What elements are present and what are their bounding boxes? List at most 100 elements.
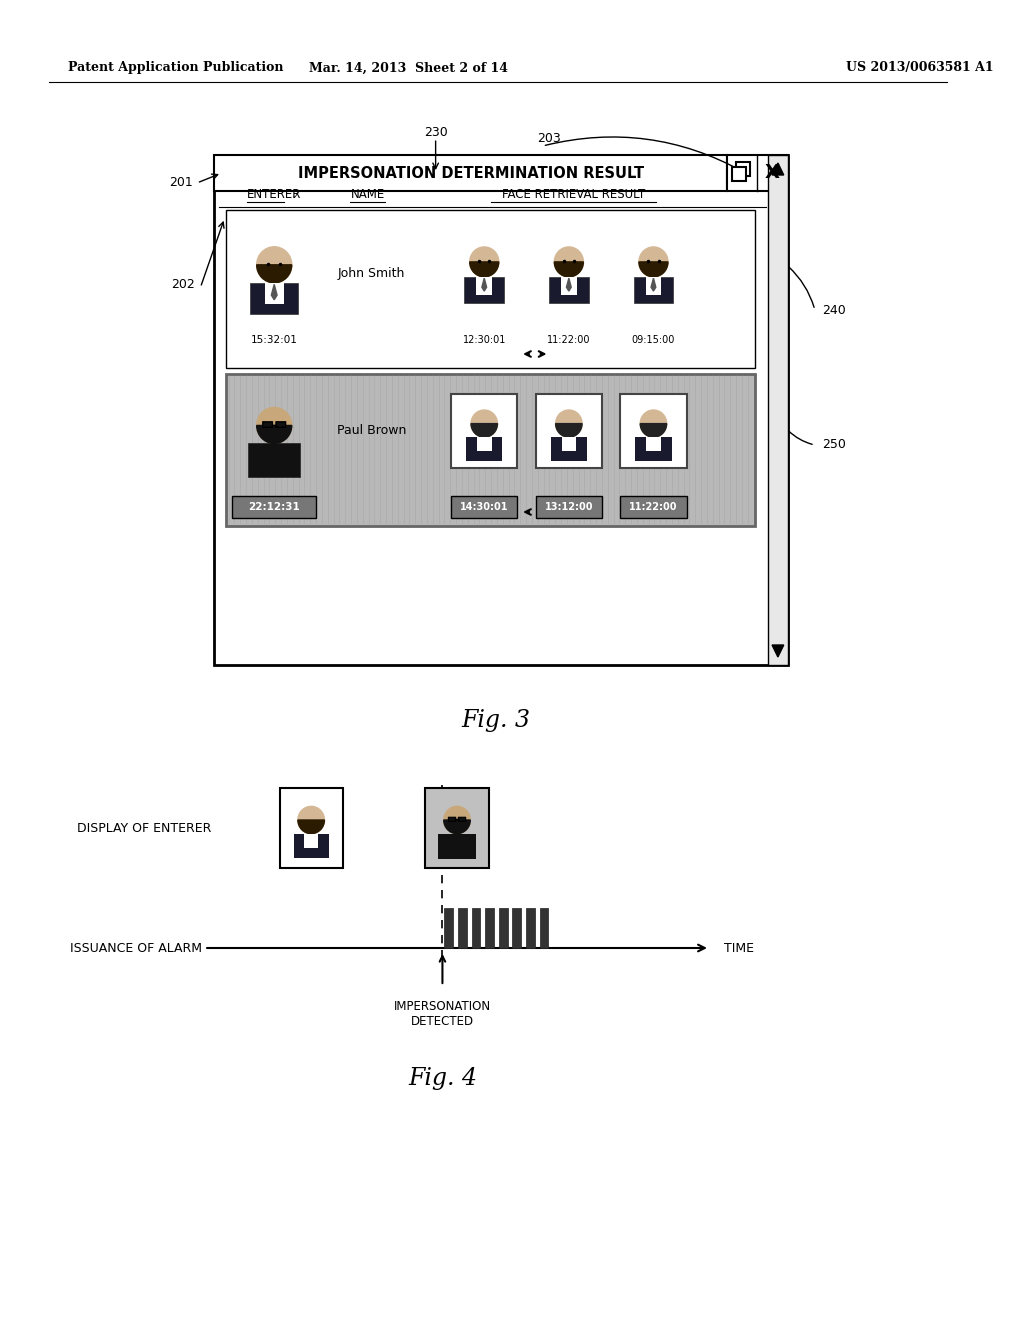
Text: 09:15:00: 09:15:00 (632, 335, 675, 345)
FancyBboxPatch shape (499, 908, 508, 948)
Circle shape (298, 807, 325, 834)
Text: 12:30:01: 12:30:01 (463, 335, 506, 345)
Circle shape (257, 247, 292, 282)
Wedge shape (298, 820, 325, 834)
Wedge shape (471, 424, 498, 437)
FancyBboxPatch shape (512, 908, 521, 948)
Text: IMPERSONATION
DETECTED: IMPERSONATION DETECTED (394, 1001, 490, 1028)
Circle shape (257, 408, 292, 444)
FancyBboxPatch shape (549, 277, 589, 302)
FancyBboxPatch shape (275, 422, 286, 428)
FancyBboxPatch shape (536, 236, 602, 310)
Text: Mar. 14, 2013  Sheet 2 of 14: Mar. 14, 2013 Sheet 2 of 14 (309, 62, 508, 74)
FancyBboxPatch shape (768, 154, 787, 665)
Text: 14:30:01: 14:30:01 (460, 502, 509, 512)
FancyBboxPatch shape (646, 437, 660, 451)
FancyBboxPatch shape (232, 496, 316, 517)
Text: 250: 250 (821, 438, 846, 451)
Circle shape (556, 411, 582, 437)
FancyBboxPatch shape (294, 834, 329, 858)
Polygon shape (482, 279, 486, 292)
Text: X: X (765, 164, 780, 182)
Wedge shape (554, 261, 584, 277)
FancyBboxPatch shape (472, 908, 480, 948)
Wedge shape (443, 820, 470, 834)
FancyBboxPatch shape (248, 444, 300, 477)
Circle shape (639, 247, 668, 277)
Text: Fig. 4: Fig. 4 (408, 1067, 477, 1089)
FancyBboxPatch shape (476, 277, 493, 294)
FancyBboxPatch shape (526, 908, 535, 948)
Text: 11:22:00: 11:22:00 (629, 502, 678, 512)
FancyBboxPatch shape (551, 437, 587, 461)
FancyBboxPatch shape (263, 422, 272, 428)
FancyBboxPatch shape (458, 908, 467, 948)
Circle shape (554, 247, 584, 277)
FancyBboxPatch shape (561, 277, 577, 294)
FancyBboxPatch shape (444, 908, 454, 948)
FancyBboxPatch shape (465, 277, 504, 302)
Text: 22:12:31: 22:12:31 (249, 502, 300, 512)
FancyBboxPatch shape (449, 817, 456, 821)
FancyBboxPatch shape (645, 277, 662, 294)
FancyBboxPatch shape (452, 236, 517, 310)
FancyBboxPatch shape (477, 437, 492, 451)
Text: 240: 240 (821, 304, 846, 317)
FancyBboxPatch shape (304, 834, 318, 847)
FancyBboxPatch shape (234, 392, 314, 480)
Text: $\checkmark$: $\checkmark$ (292, 190, 300, 201)
Text: 201: 201 (169, 176, 193, 189)
Text: IMPERSONATION DETERMINATION RESULT: IMPERSONATION DETERMINATION RESULT (298, 165, 644, 181)
Circle shape (470, 247, 499, 277)
Text: 11:22:00: 11:22:00 (547, 335, 591, 345)
FancyBboxPatch shape (425, 788, 488, 869)
Text: 202: 202 (171, 279, 195, 292)
Text: John Smith: John Smith (338, 267, 406, 280)
Polygon shape (271, 284, 278, 300)
Text: 230: 230 (424, 127, 447, 140)
Text: FACE RETRIEVAL RESULT: FACE RETRIEVAL RESULT (502, 189, 645, 202)
Text: DISPLAY OF ENTERER: DISPLAY OF ENTERER (77, 821, 211, 834)
FancyBboxPatch shape (438, 834, 476, 859)
Polygon shape (566, 279, 571, 292)
FancyBboxPatch shape (635, 437, 672, 461)
FancyBboxPatch shape (466, 437, 503, 461)
FancyBboxPatch shape (621, 236, 686, 310)
FancyBboxPatch shape (536, 393, 602, 469)
Text: US 2013/0063581 A1: US 2013/0063581 A1 (846, 62, 993, 74)
Wedge shape (556, 424, 582, 437)
FancyBboxPatch shape (459, 817, 466, 821)
FancyBboxPatch shape (732, 168, 745, 181)
Circle shape (640, 411, 667, 437)
Wedge shape (257, 265, 292, 282)
FancyBboxPatch shape (540, 908, 549, 948)
FancyBboxPatch shape (452, 496, 517, 517)
Text: Paul Brown: Paul Brown (337, 425, 407, 437)
Text: Patent Application Publication: Patent Application Publication (68, 62, 284, 74)
FancyBboxPatch shape (280, 788, 343, 869)
Text: 203: 203 (538, 132, 561, 144)
FancyBboxPatch shape (264, 282, 284, 305)
Wedge shape (470, 261, 499, 277)
Wedge shape (640, 424, 667, 437)
FancyBboxPatch shape (225, 210, 755, 368)
FancyBboxPatch shape (234, 234, 314, 322)
FancyBboxPatch shape (621, 393, 686, 469)
Text: 15:32:01: 15:32:01 (251, 335, 298, 345)
Polygon shape (772, 162, 783, 176)
FancyBboxPatch shape (225, 374, 755, 525)
Text: 13:12:00: 13:12:00 (545, 502, 593, 512)
Text: Fig. 3: Fig. 3 (462, 709, 530, 731)
FancyBboxPatch shape (634, 277, 674, 302)
Circle shape (471, 411, 498, 437)
FancyBboxPatch shape (214, 154, 727, 191)
FancyBboxPatch shape (485, 908, 494, 948)
Polygon shape (651, 279, 655, 292)
FancyBboxPatch shape (727, 154, 787, 191)
Text: NAME: NAME (350, 189, 385, 202)
FancyBboxPatch shape (250, 282, 298, 314)
Text: ENTERER: ENTERER (247, 189, 301, 202)
Wedge shape (639, 261, 668, 277)
Text: ISSUANCE OF ALARM: ISSUANCE OF ALARM (70, 941, 202, 954)
FancyBboxPatch shape (214, 154, 787, 665)
